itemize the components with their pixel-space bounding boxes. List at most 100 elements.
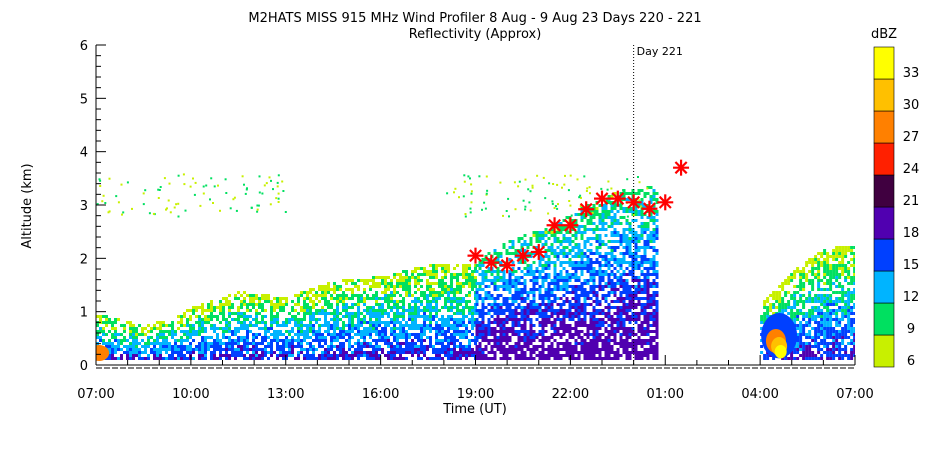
echo-cell xyxy=(637,240,641,243)
echo-cell xyxy=(649,273,653,276)
echo-cell xyxy=(270,306,273,309)
echo-cell xyxy=(417,300,420,303)
echo-cell xyxy=(321,345,324,348)
echo-cell xyxy=(348,279,351,282)
echo-cell xyxy=(655,315,659,318)
echo-cell xyxy=(652,261,656,264)
echo-cell xyxy=(802,351,806,354)
echo-cell xyxy=(634,255,638,258)
echo-cell xyxy=(462,195,465,198)
echo-cell xyxy=(524,205,527,208)
echo-cell xyxy=(381,276,384,279)
echo-cell xyxy=(183,315,186,318)
echo-cell xyxy=(610,345,614,348)
echo-cell xyxy=(802,330,806,333)
echo-cell xyxy=(652,357,656,360)
echo-cell xyxy=(505,297,509,300)
echo-cell xyxy=(432,297,435,300)
echo-cell xyxy=(297,312,300,315)
echo-cell xyxy=(285,300,288,303)
echo-cell xyxy=(643,297,647,300)
echo-cell xyxy=(159,321,162,324)
echo-cell xyxy=(99,339,102,342)
echo-cell xyxy=(841,348,845,351)
echo-cell xyxy=(357,330,360,333)
echo-cell xyxy=(553,312,557,315)
echo-cell xyxy=(459,288,462,291)
echo-cell xyxy=(429,312,432,315)
echo-cell xyxy=(625,261,629,264)
chart-subtitle: Reflectivity (Approx) xyxy=(409,27,542,42)
echo-cell xyxy=(315,303,318,306)
echo-cell xyxy=(342,333,345,336)
echo-cell xyxy=(619,276,623,279)
echo-cell xyxy=(435,291,438,294)
echo-cell xyxy=(411,270,414,273)
echo-cell xyxy=(853,297,855,300)
echo-cell xyxy=(306,294,309,297)
echo-cell xyxy=(132,324,135,327)
echo-cell xyxy=(243,291,246,294)
echo-cell xyxy=(571,318,575,321)
echo-cell xyxy=(850,342,854,345)
echo-cell xyxy=(592,216,596,219)
echo-cell xyxy=(363,288,366,291)
echo-cell xyxy=(210,345,213,348)
echo-cell xyxy=(219,321,222,324)
echo-cell xyxy=(357,321,360,324)
echo-cell xyxy=(625,339,629,342)
echo-cell xyxy=(577,264,581,267)
echo-cell xyxy=(141,330,144,333)
echo-cell xyxy=(315,357,318,360)
echo-cell xyxy=(484,285,488,288)
echo-cell xyxy=(847,276,851,279)
echo-cell xyxy=(646,192,650,195)
echo-cell xyxy=(775,294,779,297)
echo-cell xyxy=(231,354,234,357)
echo-cell xyxy=(441,315,444,318)
echo-cell xyxy=(556,279,560,282)
echo-cell xyxy=(333,297,336,300)
echo-cell xyxy=(261,351,264,354)
echo-cell xyxy=(393,333,396,336)
echo-cell xyxy=(381,291,384,294)
echo-cell xyxy=(616,240,620,243)
echo-cell xyxy=(610,207,614,210)
echo-cell xyxy=(423,330,426,333)
echo-cell xyxy=(652,294,656,297)
echo-cell xyxy=(568,273,572,276)
echo-cell xyxy=(613,216,617,219)
echo-cell xyxy=(808,351,812,354)
echo-cell xyxy=(595,249,599,252)
echo-cell xyxy=(508,270,512,273)
echo-cell xyxy=(832,339,836,342)
echo-cell xyxy=(838,336,842,339)
echo-cell xyxy=(586,228,590,231)
echo-cell xyxy=(571,264,575,267)
echo-cell xyxy=(237,327,240,330)
echo-cell xyxy=(640,297,644,300)
echo-cell xyxy=(526,252,530,255)
echo-cell xyxy=(574,252,578,255)
echo-cell xyxy=(649,315,653,318)
echo-cell xyxy=(565,273,569,276)
echo-cell xyxy=(520,351,524,354)
echo-cell xyxy=(444,276,447,279)
echo-cell xyxy=(829,333,833,336)
echo-cell xyxy=(514,297,518,300)
echo-cell xyxy=(634,357,638,360)
echo-cell xyxy=(841,357,845,360)
echo-cell xyxy=(129,345,132,348)
echo-cell xyxy=(814,297,818,300)
echo-cell xyxy=(249,357,252,360)
echo-cell xyxy=(312,348,315,351)
echo-cell xyxy=(312,324,315,327)
echo-cell xyxy=(622,324,626,327)
echo-cell xyxy=(156,357,159,360)
echo-cell xyxy=(450,339,453,342)
echo-cell xyxy=(625,219,629,222)
echo-cell xyxy=(614,204,617,207)
echo-cell xyxy=(132,342,135,345)
echo-cell xyxy=(456,276,459,279)
echo-cell xyxy=(297,336,300,339)
